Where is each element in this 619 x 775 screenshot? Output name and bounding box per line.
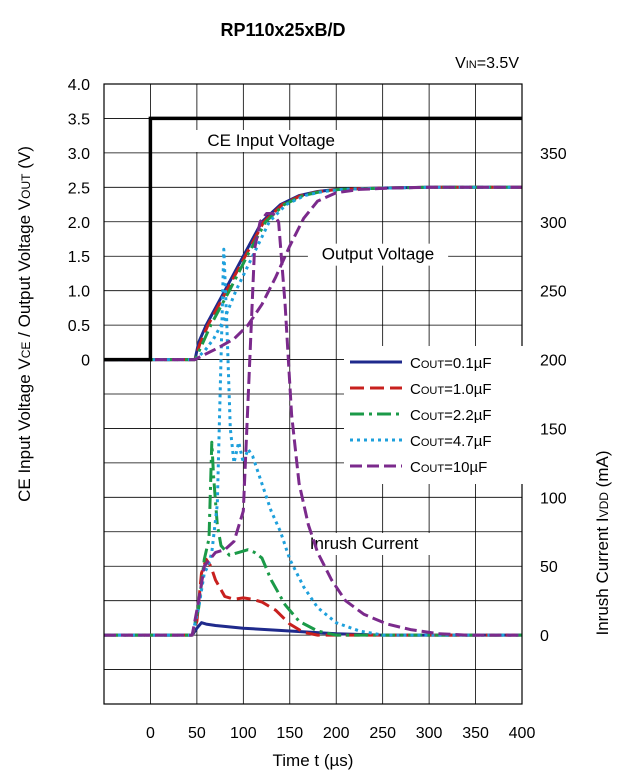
axis-label-subscript: CE [19, 342, 33, 359]
annotation-background [191, 130, 351, 152]
current-tick-label: 350 [540, 146, 567, 163]
series-voltage-line [104, 185, 522, 362]
legend-entry-prefix: C [410, 355, 421, 372]
current-tick-label: 200 [540, 353, 567, 370]
axis-label-part: CE Input Voltage V [15, 358, 34, 502]
condition-prefix: V [455, 55, 466, 72]
legend-entry-subscript: OUT [421, 437, 445, 449]
x-tick-label: 350 [462, 725, 489, 742]
voltage-tick-label: 0.5 [68, 318, 90, 335]
series-voltage-line [104, 185, 522, 362]
legend-entry-subscript: OUT [421, 385, 445, 397]
condition-label: VIN=3.5V [455, 55, 519, 72]
legend-entry: COUT=4.7µF [410, 433, 492, 450]
condition-subscript: IN [466, 59, 477, 71]
x-axis-label: Time t (µs) [273, 751, 354, 770]
annotation: Inrush Current [293, 533, 435, 555]
x-tick-label: 100 [230, 725, 257, 742]
annotations: CE Input Voltage Output Voltage Inrush Cur… [191, 130, 449, 555]
axis-label-part: (mA) [593, 451, 612, 493]
axis-label-subscript: VDD [597, 492, 611, 518]
legend-background [344, 346, 524, 484]
legend-entry-prefix: C [410, 407, 421, 424]
annotation-text: Inrush Current [310, 534, 419, 553]
x-tick-label: 300 [416, 725, 443, 742]
voltage-tick-label: 0 [81, 353, 90, 370]
legend-entry: COUT=2.2µF [410, 407, 492, 424]
x-tick-label: 150 [276, 725, 303, 742]
legend-entry: COUT=1.0µF [410, 381, 492, 398]
chart-title: RP110x25xB/D [220, 20, 345, 40]
legend-entry-value: =10µF [444, 459, 487, 476]
voltage-tick-label: 1.5 [68, 249, 90, 266]
current-tick-label: 50 [540, 559, 558, 576]
annotation: CE Input Voltage [191, 130, 351, 152]
voltage-tick-label: 2.0 [68, 215, 90, 232]
legend-entry-value: =1.0µF [444, 381, 491, 398]
series-layer [104, 116, 522, 637]
annotation-background [293, 533, 435, 555]
current-tick-label: 100 [540, 490, 567, 507]
voltage-tick-label: 3.0 [68, 146, 90, 163]
series-voltage-line [104, 185, 522, 362]
x-tick-label: 400 [509, 725, 536, 742]
legend-entry-prefix: C [410, 381, 421, 398]
legend-entry-prefix: C [410, 433, 421, 450]
legend-entry-subscript: OUT [421, 463, 445, 475]
annotation-background [307, 243, 449, 266]
axis-label-part: / Output Voltage V [15, 198, 34, 341]
series-current-line [104, 440, 522, 637]
legend-entry-prefix: C [410, 459, 421, 476]
legend-entry-subscript: OUT [421, 411, 445, 423]
series-current-line [104, 212, 522, 637]
series-current-line [104, 247, 522, 637]
series-voltage-line [104, 185, 522, 362]
y-axis-label-left: CE Input Voltage VCE / Output Voltage VO… [15, 146, 34, 502]
legend-entry: COUT=0.1µF [410, 355, 492, 372]
annotation-text: Output Voltage [322, 245, 434, 264]
axis-label-subscript: OUT [19, 173, 33, 199]
y-axis-label-right: Inrush Current IVDD (mA) [593, 451, 612, 636]
annotation: Output Voltage [307, 243, 449, 266]
x-tick-label: 250 [369, 725, 396, 742]
ce-input-line [104, 116, 522, 362]
annotation-text: CE Input Voltage [207, 131, 335, 150]
series-voltage-line [104, 185, 522, 362]
legend: COUT=0.1µFCOUT=1.0µFCOUT=2.2µFCOUT=4.7µF… [344, 346, 524, 484]
x-tick-label: 50 [188, 725, 206, 742]
legend-entry-value: =2.2µF [444, 407, 491, 424]
legend-entry-value: =0.1µF [444, 355, 491, 372]
legend-entry-subscript: OUT [421, 359, 445, 371]
current-tick-label: 150 [540, 421, 567, 438]
tick-labels: 0 50 100 150 200 250 300 350 400 0 0.5 1.0 1.5 2.0 2.5… [68, 77, 567, 742]
current-tick-label: 0 [540, 628, 549, 645]
voltage-tick-label: 1.0 [68, 284, 90, 301]
condition-value: =3.5V [477, 55, 520, 72]
voltage-tick-label: 4.0 [68, 77, 90, 94]
legend-entry-value: =4.7µF [444, 433, 491, 450]
voltage-tick-label: 3.5 [68, 111, 90, 128]
x-tick-label: 200 [323, 725, 350, 742]
axis-label-part: Inrush Current I [593, 517, 612, 635]
axis-label-part: (V) [15, 146, 34, 173]
voltage-tick-label: 2.5 [68, 180, 90, 197]
series-current-line [104, 557, 522, 637]
current-tick-label: 300 [540, 215, 567, 232]
x-tick-label: 0 [146, 725, 155, 742]
current-tick-label: 250 [540, 284, 567, 301]
legend-entry: COUT=10µF [410, 459, 487, 476]
